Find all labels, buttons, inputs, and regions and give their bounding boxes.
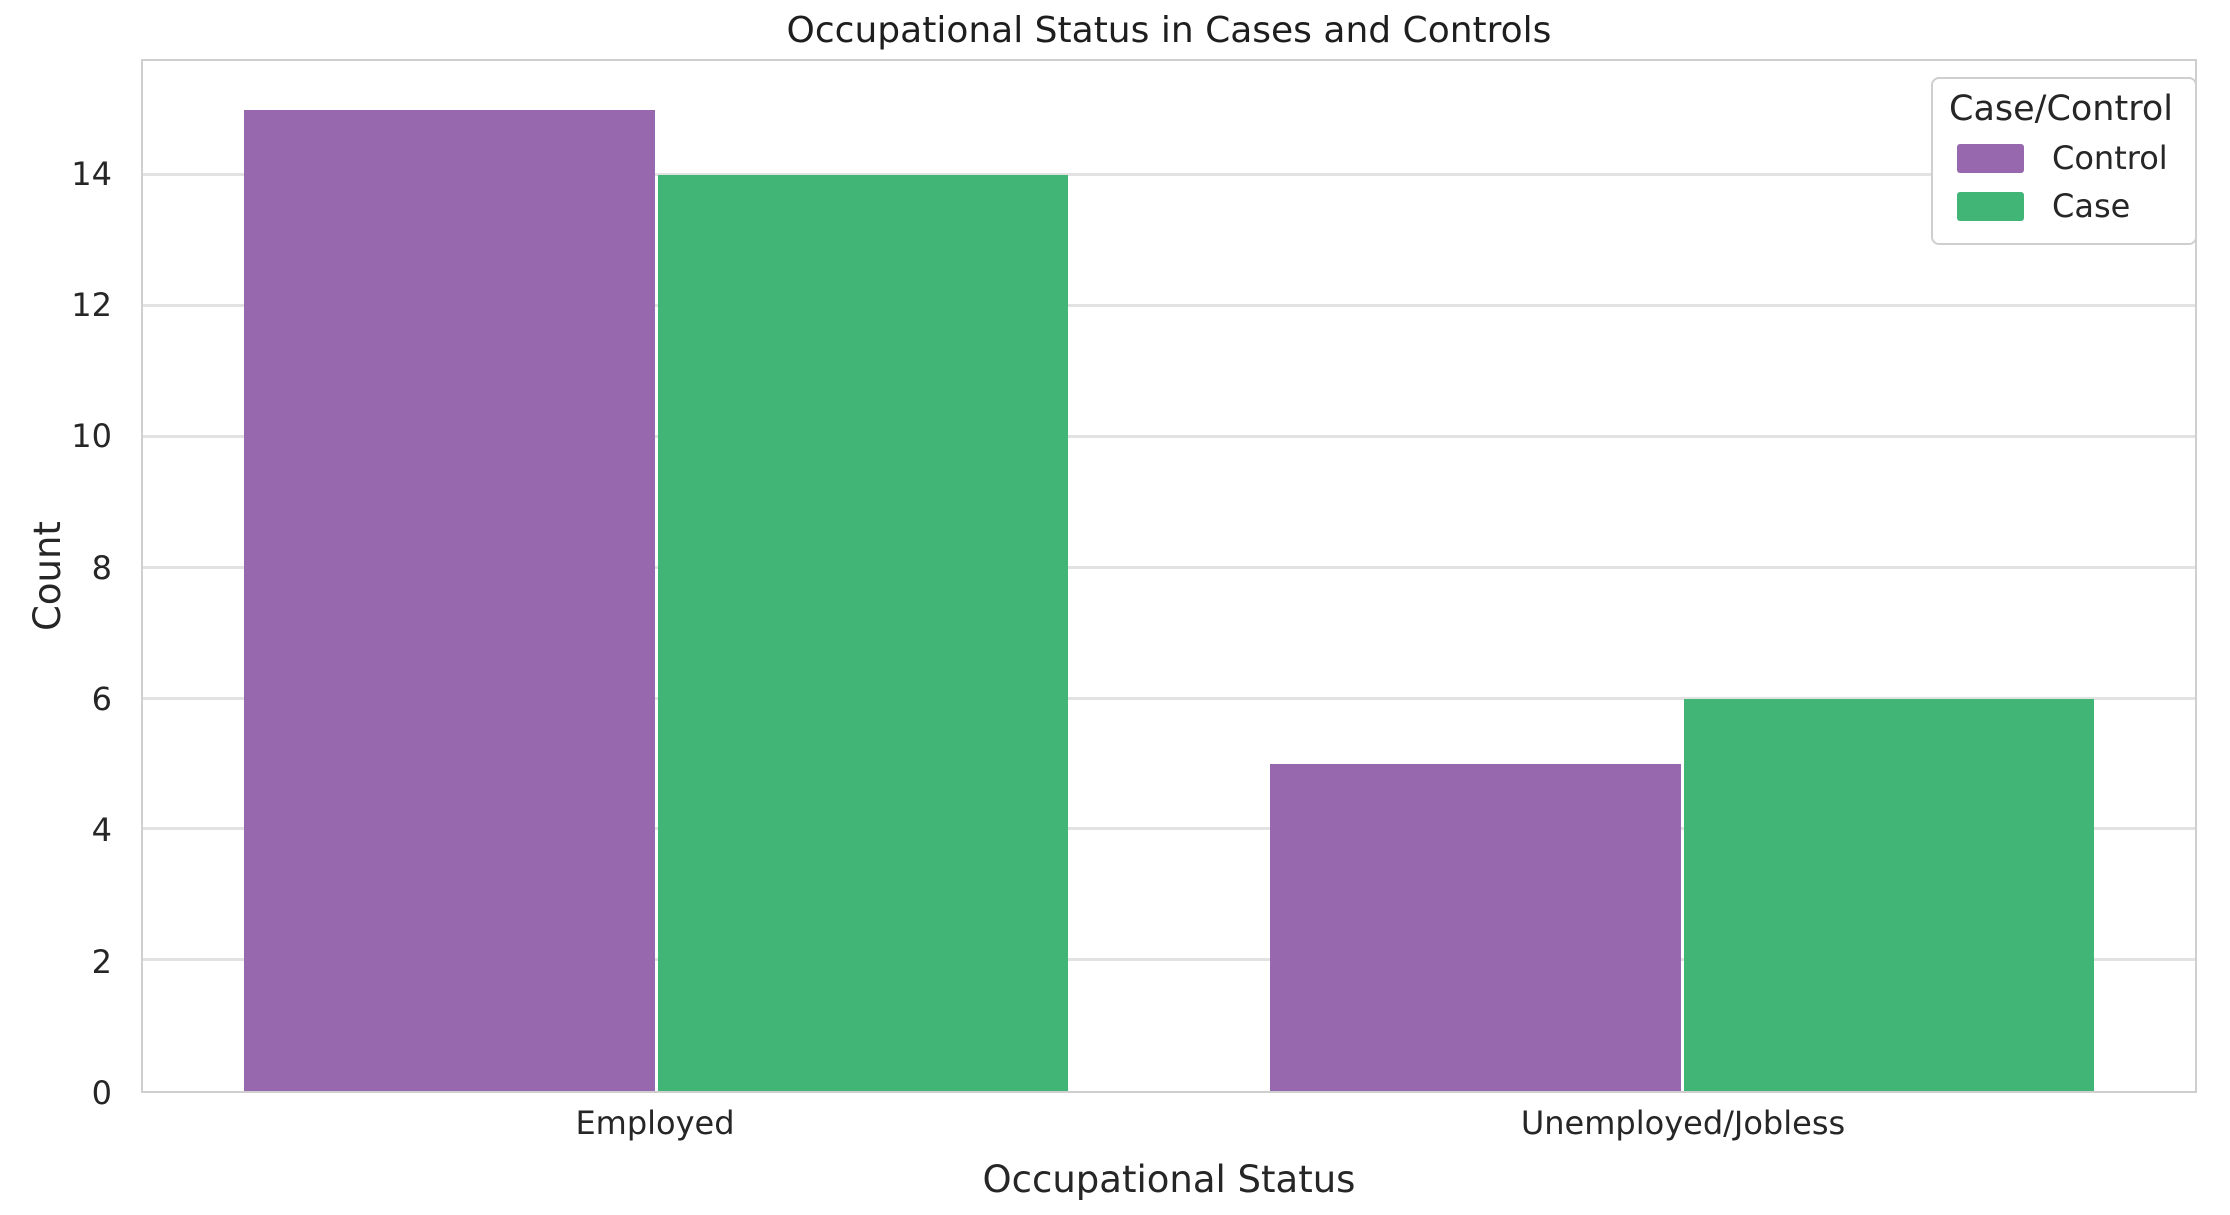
gridline-y-12 (143, 304, 2195, 308)
y-tick-label-10: 10 (71, 417, 112, 456)
gridline-y-8 (143, 565, 2195, 569)
bars-layer (143, 61, 2195, 1091)
y-tick-label-14: 14 (71, 154, 112, 193)
y-tick-labels: 0 2 4 6 8 10 12 14 (0, 59, 112, 1112)
y-tick-label-4: 4 (91, 811, 112, 850)
y-tick-label-0: 0 (91, 1074, 112, 1112)
bar-employed-case (657, 175, 1068, 1091)
legend-item-case: Case (1957, 187, 2181, 225)
y-tick-label-6: 6 (91, 680, 112, 719)
bar-unemployed-jobless-case (1683, 698, 2094, 1091)
legend-item-control: Control (1957, 139, 2181, 177)
x-axis-label: Occupational Status (982, 1158, 1356, 1201)
x-tick-label-unemployed-jobless: Unemployed/Jobless (1520, 1104, 1846, 1142)
legend-swatch-control (1957, 143, 2024, 173)
bar-group-employed (143, 61, 1169, 1091)
gridline-y-2 (143, 958, 2195, 962)
legend-swatch-case (1957, 191, 2024, 221)
x-tick-label-employed: Employed (575, 1104, 735, 1142)
gridline-y-4 (143, 827, 2195, 831)
gridline-y-6 (143, 696, 2195, 700)
y-tick-label-8: 8 (91, 548, 112, 587)
legend: Case/Control Control Case (1931, 77, 2197, 245)
legend-label-case: Case (2052, 187, 2131, 225)
bar-unemployed-jobless-control (1270, 764, 1681, 1091)
y-tick-label-2: 2 (91, 942, 112, 981)
legend-items: Control Case (1949, 139, 2181, 225)
legend-label-control: Control (2052, 139, 2168, 177)
gridline-y-10 (143, 435, 2195, 439)
plot-area (141, 59, 2197, 1093)
x-tick-labels: Employed Unemployed/Jobless (141, 1104, 2197, 1142)
y-tick-label-12: 12 (71, 286, 112, 325)
legend-title: Case/Control (1949, 89, 2173, 129)
chart-title: Occupational Status in Cases and Control… (786, 10, 1552, 51)
bar-group-unemployed-jobless (1169, 61, 2195, 1091)
bar-employed-control (244, 110, 655, 1091)
gridline-y-14 (143, 173, 2195, 177)
